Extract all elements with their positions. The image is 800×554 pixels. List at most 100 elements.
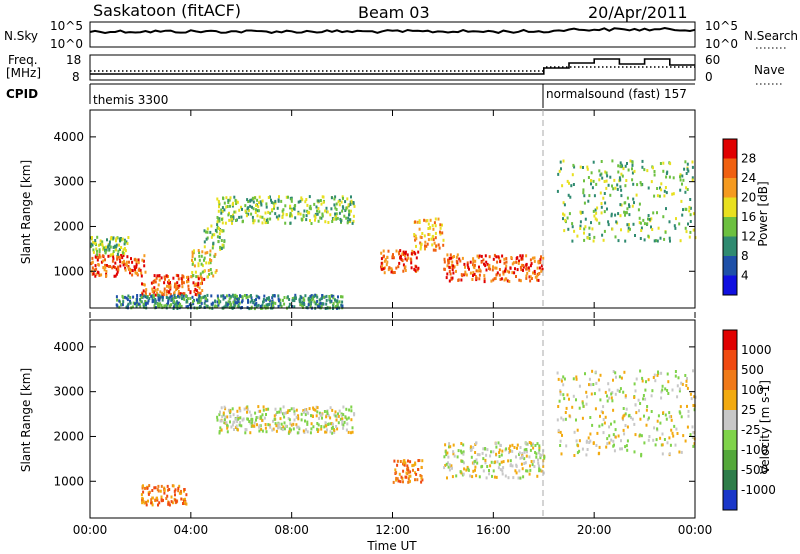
heatmap-cell — [323, 425, 326, 429]
heatmap-cell — [568, 397, 570, 401]
heatmap-cell — [689, 230, 692, 234]
heatmap-cell — [595, 381, 598, 385]
heatmap-cell — [456, 253, 459, 257]
heatmap-cell — [262, 405, 265, 409]
heatmap-cell — [625, 444, 628, 448]
heatmap-cell — [626, 207, 629, 211]
heatmap-cell — [250, 421, 253, 425]
heatmap-cell — [462, 461, 465, 465]
heatmap-cell — [593, 392, 596, 396]
heatmap-cell — [572, 183, 575, 186]
heatmap-cell — [203, 258, 205, 262]
heatmap-cell — [233, 195, 236, 199]
heatmap-cell — [327, 423, 330, 426]
heatmap-cell — [522, 264, 525, 267]
heatmap-cell — [395, 249, 398, 253]
heatmap-cell — [661, 384, 664, 388]
heatmap-cell — [233, 303, 236, 307]
heatmap-cell — [452, 266, 455, 269]
heatmap-cell — [326, 210, 329, 214]
heatmap-cell — [158, 305, 161, 309]
heatmap-cell — [475, 275, 477, 278]
heatmap-cell — [606, 442, 609, 446]
heatmap-cell — [219, 419, 222, 423]
heatmap-cell — [335, 217, 338, 221]
heatmap-cell — [527, 266, 530, 270]
heatmap-cell — [333, 413, 336, 417]
heatmap-cell — [343, 420, 346, 424]
heatmap-cell — [157, 302, 160, 306]
heatmap-cell — [500, 460, 503, 464]
heatmap-cell — [666, 389, 669, 392]
heatmap-cell — [191, 274, 194, 278]
heatmap-cell — [616, 388, 619, 392]
heatmap-cell — [592, 160, 595, 164]
heatmap-cell — [465, 468, 468, 472]
heatmap-cell — [421, 459, 424, 463]
heatmap-cell — [285, 195, 288, 199]
heatmap-cell — [484, 458, 487, 462]
heatmap-cell — [484, 254, 487, 258]
heatmap-cell — [255, 208, 257, 212]
heatmap-cell — [319, 216, 322, 220]
heatmap-cell — [615, 375, 617, 379]
colorbar-swatch — [723, 330, 737, 350]
heatmap-cell — [231, 423, 234, 427]
heatmap-cell — [528, 472, 531, 476]
heatmap-cell — [107, 254, 110, 258]
heatmap-cell — [530, 460, 533, 463]
heatmap-cell — [562, 418, 565, 422]
heatmap-cell — [587, 436, 590, 440]
heatmap-cell — [203, 301, 206, 305]
heatmap-cell — [558, 399, 561, 403]
heatmap-cell — [581, 416, 584, 420]
heatmap-cell — [505, 264, 508, 268]
heatmap-cell — [106, 238, 108, 242]
heatmap-cell — [95, 272, 98, 276]
heatmap-cell — [261, 413, 264, 417]
heatmap-cell — [640, 226, 643, 230]
heatmap-cell — [298, 300, 301, 304]
heatmap-cell — [407, 256, 410, 260]
heatmap-cell — [519, 446, 522, 449]
colorbar-frame — [722, 329, 738, 511]
heatmap-cell — [305, 214, 308, 218]
heatmap-cell — [334, 212, 337, 216]
heatmap-cell — [448, 468, 451, 472]
heatmap-cell — [663, 194, 666, 198]
heatmap-cell — [590, 171, 593, 175]
heatmap-cell — [257, 205, 260, 209]
heatmap-cell — [642, 397, 645, 401]
heatmap-cell — [171, 501, 174, 505]
heatmap-cell — [353, 413, 356, 417]
heatmap-cell — [616, 187, 619, 191]
heatmap-cell — [228, 198, 231, 202]
heatmap-cell — [294, 295, 297, 299]
heatmap-cell — [520, 462, 523, 466]
heatmap-cell — [619, 447, 622, 451]
heatmap-cell — [653, 239, 656, 243]
heatmap-cell — [265, 430, 268, 434]
heatmap-cell — [332, 296, 335, 300]
heatmap-cell — [669, 162, 672, 166]
heatmap-cell — [605, 445, 608, 449]
heatmap-cell — [529, 275, 532, 279]
heatmap-cell — [318, 210, 321, 214]
heatmap-cell — [187, 279, 190, 283]
heatmap-cell — [236, 301, 239, 305]
heatmap-cell — [352, 219, 355, 223]
heatmap-cell — [157, 484, 160, 488]
heatmap-cell — [612, 444, 615, 448]
heatmap-cell — [460, 273, 463, 277]
heatmap-cell — [230, 305, 233, 309]
heatmap-cell — [623, 210, 626, 214]
heatmap-cell — [589, 439, 592, 443]
heatmap-cell — [183, 292, 186, 296]
heatmap-cell — [594, 407, 597, 411]
heatmap-cell — [162, 498, 164, 502]
heatmap-cell — [607, 183, 610, 187]
heatmap-cell — [663, 237, 666, 241]
heatmap-cell — [433, 221, 436, 225]
colorbar-swatch — [723, 470, 737, 490]
heatmap-cell — [92, 248, 95, 252]
